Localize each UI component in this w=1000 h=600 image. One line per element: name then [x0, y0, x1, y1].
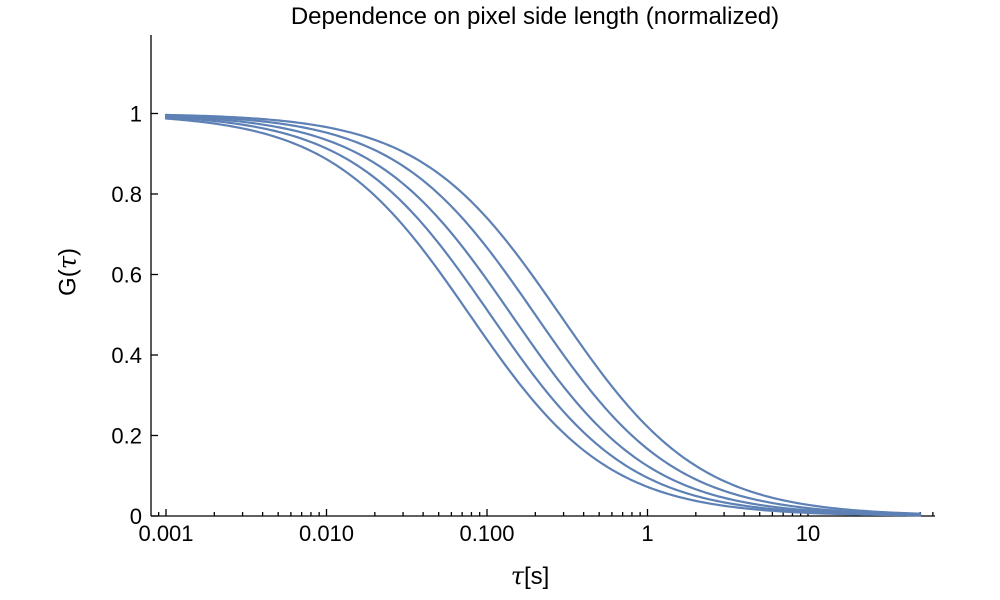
y-tick-label: 0	[130, 504, 142, 529]
x-tick-label: 0.001	[138, 521, 193, 546]
data-curve-curve-3	[164, 115, 922, 516]
x-axis-label-unit: [s]	[523, 563, 550, 590]
y-tick-label: 0.6	[111, 263, 142, 288]
data-curve-curve-5-largest-pixel	[164, 113, 922, 515]
y-tick-label: 0.4	[111, 343, 142, 368]
plot-title: Dependence on pixel side length (normali…	[290, 3, 780, 30]
y-tick-label: 0.2	[111, 424, 142, 449]
x-tick-label: 0.010	[299, 521, 354, 546]
y-tick-label: 0.8	[111, 182, 142, 207]
x-tick-label: 10	[796, 521, 820, 546]
y-tick-label: 1	[130, 102, 142, 127]
x-tick-label: 0.100	[459, 521, 514, 546]
data-curve-curve-2	[164, 116, 922, 517]
x-tick-label: 1	[641, 521, 653, 546]
data-curve-curve-4	[164, 114, 922, 516]
data-curve-curve-1-smallest-pixel	[164, 117, 922, 517]
x-axis-label: τ[s]	[30, 562, 1000, 591]
x-axis-label-tau: τ	[510, 562, 524, 590]
